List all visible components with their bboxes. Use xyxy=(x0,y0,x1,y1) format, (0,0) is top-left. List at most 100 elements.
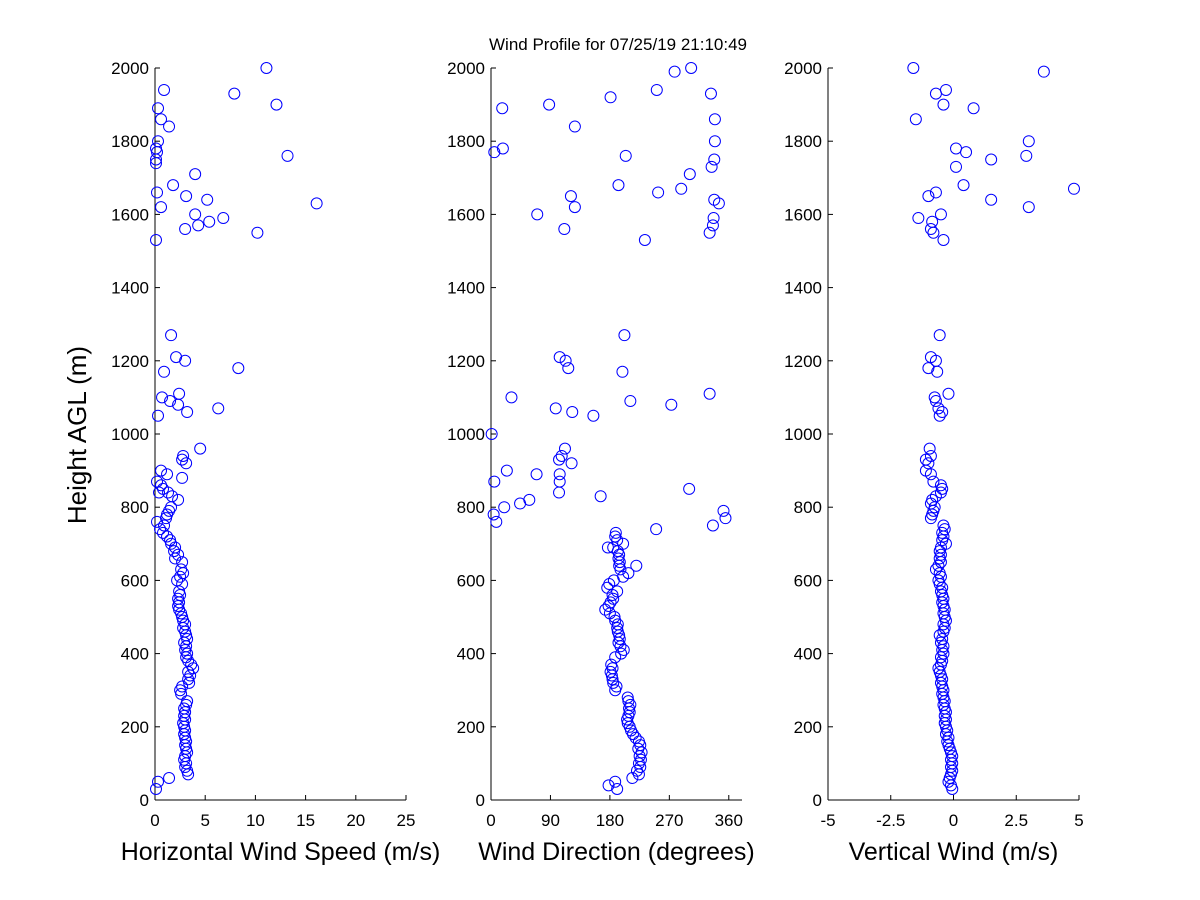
vertical-data-point xyxy=(937,234,950,247)
speed-data-point xyxy=(260,62,273,74)
direction-data-point xyxy=(707,212,720,225)
direction-data-point xyxy=(706,219,719,232)
direction-data-point xyxy=(543,98,556,111)
vertical-data-point xyxy=(985,153,998,166)
direction-data-point xyxy=(562,362,575,375)
direction-y-tick-label: 200 xyxy=(457,718,485,737)
direction-data-point xyxy=(708,113,721,126)
direction-data-point xyxy=(610,680,623,693)
speed-data-point xyxy=(180,190,193,203)
speed-data-point xyxy=(182,768,195,781)
speed-data-point xyxy=(178,753,191,766)
vertical-data-point xyxy=(936,526,949,539)
direction-data-point xyxy=(708,153,721,166)
vertical-data-point xyxy=(932,559,945,572)
vertical-data-point xyxy=(931,365,944,378)
speed-data-point xyxy=(164,534,177,547)
vertical-data-point xyxy=(929,87,942,100)
vertical-x-tick-label: -2.5 xyxy=(876,811,905,830)
speed-x-tick-label: 25 xyxy=(397,811,416,830)
direction-y-tick-label: 1600 xyxy=(447,205,485,224)
direction-data-point xyxy=(619,149,632,162)
direction-data-point xyxy=(624,395,637,408)
direction-y-tick-label: 600 xyxy=(457,571,485,590)
vertical-data-point xyxy=(1020,149,1033,162)
speed-data-point xyxy=(189,208,202,221)
vertical-data-point xyxy=(985,193,998,206)
direction-data-point xyxy=(629,731,642,744)
vertical-wind-panel: 0 200 400 600 800 1000 1200 1400 1600 1800 2000 -5 -… xyxy=(784,59,1084,866)
direction-data-point xyxy=(668,65,681,78)
vertical-y-tick-label: 200 xyxy=(794,718,822,737)
direction-y-tick-label: 1400 xyxy=(447,279,485,298)
direction-data-point xyxy=(683,482,696,495)
speed-y-tick-label: 400 xyxy=(121,645,149,664)
speed-data-point xyxy=(171,574,184,587)
vertical-data-point xyxy=(932,402,945,415)
vertical-x-tick-label: -5 xyxy=(820,811,835,830)
speed-x-tick-label: 0 xyxy=(150,811,159,830)
direction-data-point xyxy=(717,504,730,517)
speed-data-point xyxy=(201,193,214,206)
speed-data-point xyxy=(177,449,190,462)
speed-data-point xyxy=(151,186,164,199)
speed-data-point xyxy=(232,362,245,375)
speed-data-point xyxy=(251,226,264,239)
direction-data-point xyxy=(558,223,571,236)
direction-data-point xyxy=(611,625,624,638)
direction-data-point xyxy=(605,658,618,671)
speed-data-point xyxy=(170,351,183,364)
vertical-data-point xyxy=(922,457,935,470)
direction-x-tick-label: 270 xyxy=(655,811,683,830)
direction-data-point xyxy=(611,783,624,796)
speed-data-point xyxy=(158,83,171,96)
vertical-data-point xyxy=(928,391,941,404)
direction-data-point xyxy=(602,779,615,792)
direction-data-point xyxy=(553,475,566,488)
direction-data-point xyxy=(612,179,625,192)
figure-title: Wind Profile for 07/25/19 21:10:49 xyxy=(489,35,747,54)
direction-data-point xyxy=(712,197,725,210)
vertical-data-point xyxy=(922,362,935,375)
direction-data-point xyxy=(500,464,513,477)
vertical-data-point xyxy=(924,223,937,236)
direction-data-point xyxy=(531,208,544,221)
direction-x-tick-label: 90 xyxy=(541,811,560,830)
direction-data-point xyxy=(565,457,578,470)
vertical-data-point xyxy=(960,146,973,159)
direction-data-point xyxy=(622,695,635,708)
vertical-data-point xyxy=(937,98,950,111)
direction-y-tick-label: 800 xyxy=(457,498,485,517)
speed-data-point xyxy=(167,179,180,192)
direction-data-point xyxy=(553,351,566,364)
vertical-data-point xyxy=(1067,182,1080,195)
speed-x-tick-label: 5 xyxy=(200,811,209,830)
vertical-data-point xyxy=(934,479,947,492)
direction-data-point xyxy=(719,512,732,525)
direction-data-point xyxy=(685,62,698,74)
direction-data-point xyxy=(505,391,518,404)
vertical-data-point xyxy=(936,406,949,419)
direction-data-point xyxy=(549,402,562,415)
vertical-y-tick-label: 1600 xyxy=(784,205,822,224)
speed-data-point xyxy=(152,102,165,115)
vertical-data-point xyxy=(942,387,955,400)
speed-data-point xyxy=(150,234,163,247)
speed-data-point xyxy=(158,519,171,532)
speed-data-point xyxy=(281,149,294,162)
direction-data-point xyxy=(613,632,626,645)
direction-data-point xyxy=(609,775,622,788)
speed-y-tick-label: 200 xyxy=(121,718,149,737)
speed-data-point xyxy=(192,219,205,232)
speed-data-point xyxy=(310,197,323,210)
vertical-x-tick-label: 0 xyxy=(949,811,958,830)
direction-data-point xyxy=(704,87,717,100)
direction-data-point xyxy=(611,618,624,631)
speed-data-point xyxy=(180,735,193,748)
speed-data-point xyxy=(176,556,189,569)
speed-data-point xyxy=(173,387,186,400)
speed-data-point xyxy=(152,135,165,148)
vertical-data-point xyxy=(936,632,949,645)
direction-data-point xyxy=(665,398,678,411)
speed-data-point xyxy=(180,629,193,642)
